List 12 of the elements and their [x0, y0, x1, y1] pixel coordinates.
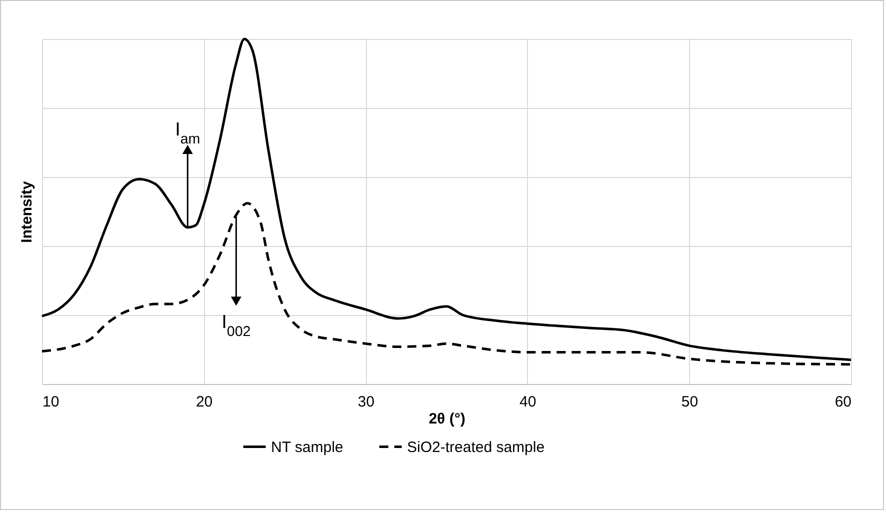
x-tick-label: 10 — [42, 394, 60, 410]
legend-label: SiO2-treated sample — [407, 438, 545, 456]
annotation: I$_{am}$ — [175, 119, 200, 148]
x-axis-title: 2θ (°) — [428, 410, 466, 428]
y-axis-title: Intensity — [18, 180, 36, 243]
x-tick-label: 20 — [196, 394, 213, 410]
legend-label: NT sample — [271, 438, 344, 456]
annotation: I$_{002}$ — [222, 312, 251, 340]
x-tick-label: 30 — [358, 394, 374, 410]
x-tick-label: 50 — [681, 394, 698, 410]
x-tick-label: 40 — [520, 394, 536, 410]
x-tick-label: 60 — [834, 394, 852, 410]
